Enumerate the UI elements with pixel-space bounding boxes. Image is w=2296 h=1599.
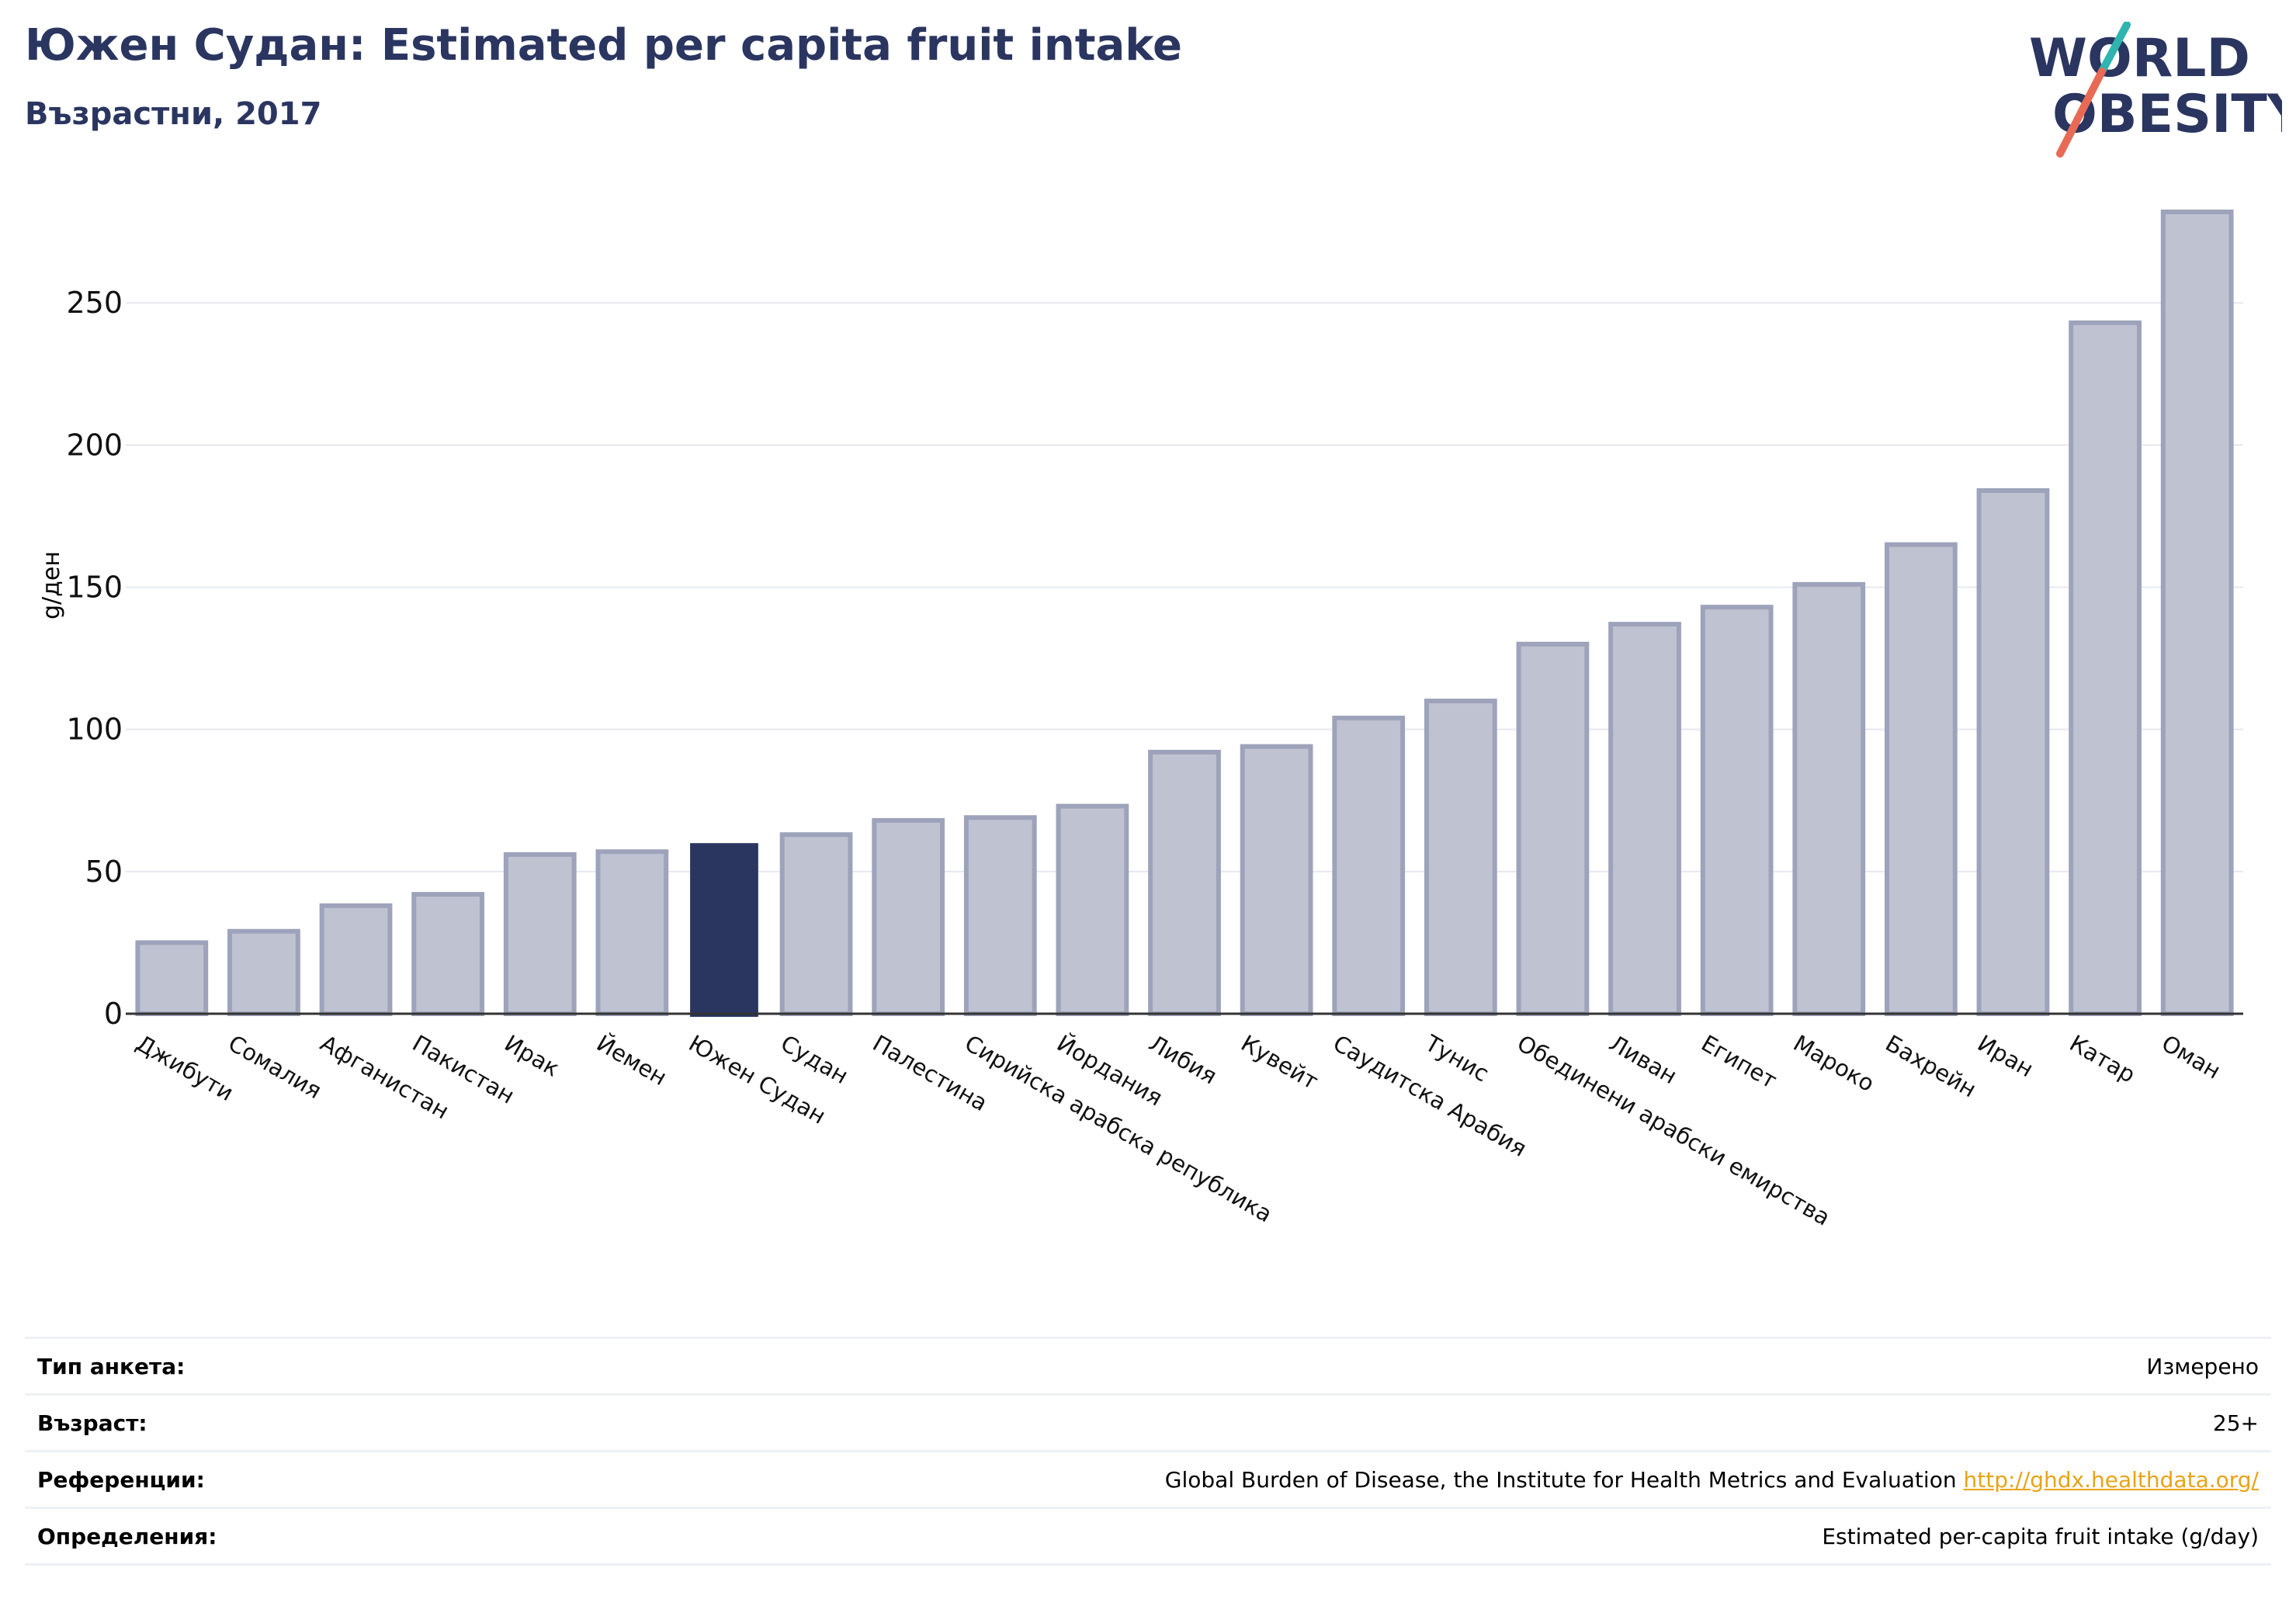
chart-subtitle: Възрастни, 2017: [25, 96, 322, 132]
bar[interactable]: [1608, 622, 1681, 1016]
chart-title: Южен Судан: Estimated per capita fruit i…: [25, 20, 1182, 71]
bar[interactable]: [1148, 749, 1221, 1017]
bar[interactable]: [1792, 581, 1866, 1016]
x-tick-label: Джибути: [132, 1030, 238, 1107]
x-tick-label: Судан: [776, 1030, 853, 1090]
x-tick-label: Египет: [1697, 1030, 1781, 1094]
bar[interactable]: [595, 849, 669, 1016]
bar[interactable]: [411, 892, 485, 1016]
bar[interactable]: [2160, 209, 2234, 1016]
bar[interactable]: [690, 843, 758, 1017]
bar[interactable]: [872, 817, 945, 1017]
bar[interactable]: [963, 815, 1037, 1016]
bar[interactable]: [779, 832, 853, 1017]
meta-value-references: Global Burden of Disease, the Institute …: [1165, 1467, 2259, 1493]
meta-label: Референции:: [37, 1466, 205, 1493]
logo-slash-teal: [2098, 22, 2131, 75]
y-tick-label: 100: [66, 713, 123, 747]
metadata-table: Тип анкета: Измерено Възраст: 25+ Рефере…: [25, 1337, 2271, 1566]
reference-text: Global Burden of Disease, the Institute …: [1164, 1466, 1957, 1493]
bar[interactable]: [2069, 320, 2142, 1016]
y-tick-label: 50: [85, 855, 123, 889]
x-tick-label: Тунис: [1420, 1029, 1493, 1087]
meta-value: Estimated per-capita fruit intake (g/day…: [1822, 1523, 2259, 1549]
x-tick-label: Йемен: [592, 1030, 671, 1091]
bar[interactable]: [1516, 641, 1590, 1017]
y-tick-label: 0: [104, 997, 123, 1031]
bar[interactable]: [227, 928, 300, 1017]
bar-chart: 0 50 100 150 200 250 g/ден ДжибутиСомалияАфга…: [38, 209, 2243, 1231]
reference-link[interactable]: http://ghdx.healthdata.org/: [1963, 1466, 2259, 1493]
meta-value: 25+: [2212, 1410, 2259, 1436]
meta-label: Възраст:: [37, 1410, 147, 1436]
bars: [135, 209, 2234, 1017]
y-axis-ticks: 0 50 100 150 200 250: [66, 286, 123, 1031]
x-tick-label: Ирак: [500, 1030, 564, 1082]
bar[interactable]: [1884, 542, 1958, 1016]
x-tick-label: Оман: [2157, 1030, 2225, 1084]
meta-row-survey-type: Тип анкета: Измерено: [25, 1337, 2271, 1393]
bar[interactable]: [1700, 605, 1774, 1016]
bar[interactable]: [319, 903, 393, 1017]
x-tick-label: Иран: [1973, 1030, 2038, 1083]
x-tick-label: Обединени арабски емирства: [1513, 1030, 1835, 1231]
meta-label: Тип анкета:: [37, 1353, 186, 1379]
bar[interactable]: [135, 940, 209, 1016]
logo-slash-coral: [2056, 68, 2106, 158]
world-obesity-logo: WORLD OBESITY: [2029, 22, 2282, 158]
y-tick-label: 150: [66, 571, 123, 605]
x-tick-label: Сомалия: [224, 1030, 326, 1105]
y-axis-label: g/ден: [38, 551, 65, 619]
x-tick-label: Мароко: [1789, 1030, 1879, 1098]
bar[interactable]: [503, 852, 577, 1016]
meta-row-definitions: Определения: Estimated per-capita fruit …: [25, 1507, 2271, 1566]
y-tick-label: 200: [66, 428, 123, 462]
x-tick-label: Либия: [1145, 1030, 1222, 1090]
meta-value: Измерено: [2146, 1353, 2259, 1379]
bar[interactable]: [1332, 716, 1406, 1016]
meta-row-references: Референции: Global Burden of Disease, th…: [25, 1450, 2271, 1507]
bar[interactable]: [1424, 699, 1497, 1016]
meta-label: Определения:: [37, 1523, 217, 1549]
x-tick-label: Ливан: [1605, 1030, 1682, 1090]
x-tick-label: Катар: [2065, 1030, 2140, 1088]
y-tick-label: 250: [66, 286, 123, 320]
x-tick-label: Кувейт: [1236, 1030, 1323, 1095]
logo-line-1: WORLD: [2029, 28, 2250, 89]
bar[interactable]: [1976, 487, 2050, 1016]
bar[interactable]: [1056, 803, 1129, 1016]
bar[interactable]: [1240, 744, 1313, 1016]
meta-row-age: Възраст: 25+: [25, 1393, 2271, 1450]
x-tick-label: Бахрейн: [1881, 1030, 1981, 1103]
